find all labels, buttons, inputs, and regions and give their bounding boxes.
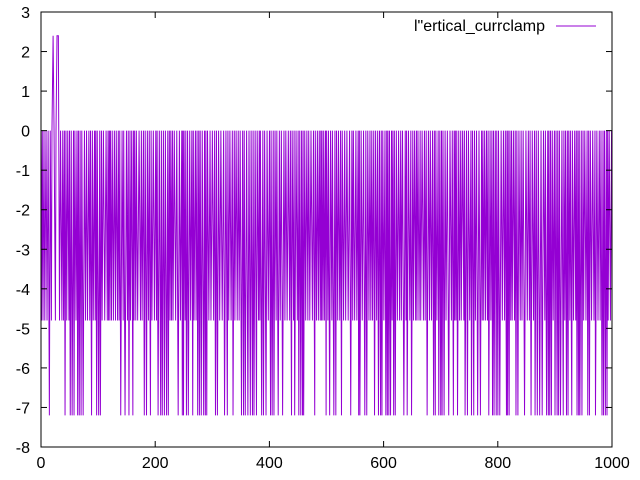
y-tick-label: -7 <box>16 400 30 417</box>
x-tick-label: 400 <box>256 455 283 472</box>
y-tick-label: -5 <box>16 321 30 338</box>
y-tick-label: -2 <box>16 203 30 220</box>
y-tick-label: -3 <box>16 242 30 259</box>
y-tick-label: -4 <box>16 282 30 299</box>
y-tick-label: -6 <box>16 361 30 378</box>
labels-layer: 0 200 400 600 800 1000 -8 -7 -6 -5 -4 -3 -2 -1 0 1 2 3 <box>16 5 630 472</box>
legend-label: l"ertical_currclamp <box>414 18 545 35</box>
legend: l"ertical_currclamp <box>414 18 596 35</box>
x-tick-label: 0 <box>37 455 46 472</box>
x-tick-label: 1000 <box>594 455 630 472</box>
y-tick-label: -1 <box>16 163 30 180</box>
y-tick-label: 2 <box>21 45 30 62</box>
series-line <box>40 35 613 416</box>
series-layer <box>40 35 613 416</box>
y-tick-label: 3 <box>21 5 30 22</box>
plot-frame <box>40 11 613 448</box>
y-tick-label: -8 <box>16 440 30 457</box>
x-tick-label: 800 <box>484 455 511 472</box>
y-tick-label: 1 <box>21 84 30 101</box>
x-tick-label: 600 <box>370 455 397 472</box>
ticks-layer <box>40 11 613 448</box>
x-tick-label: 200 <box>142 455 169 472</box>
y-tick-label: 0 <box>21 124 30 141</box>
